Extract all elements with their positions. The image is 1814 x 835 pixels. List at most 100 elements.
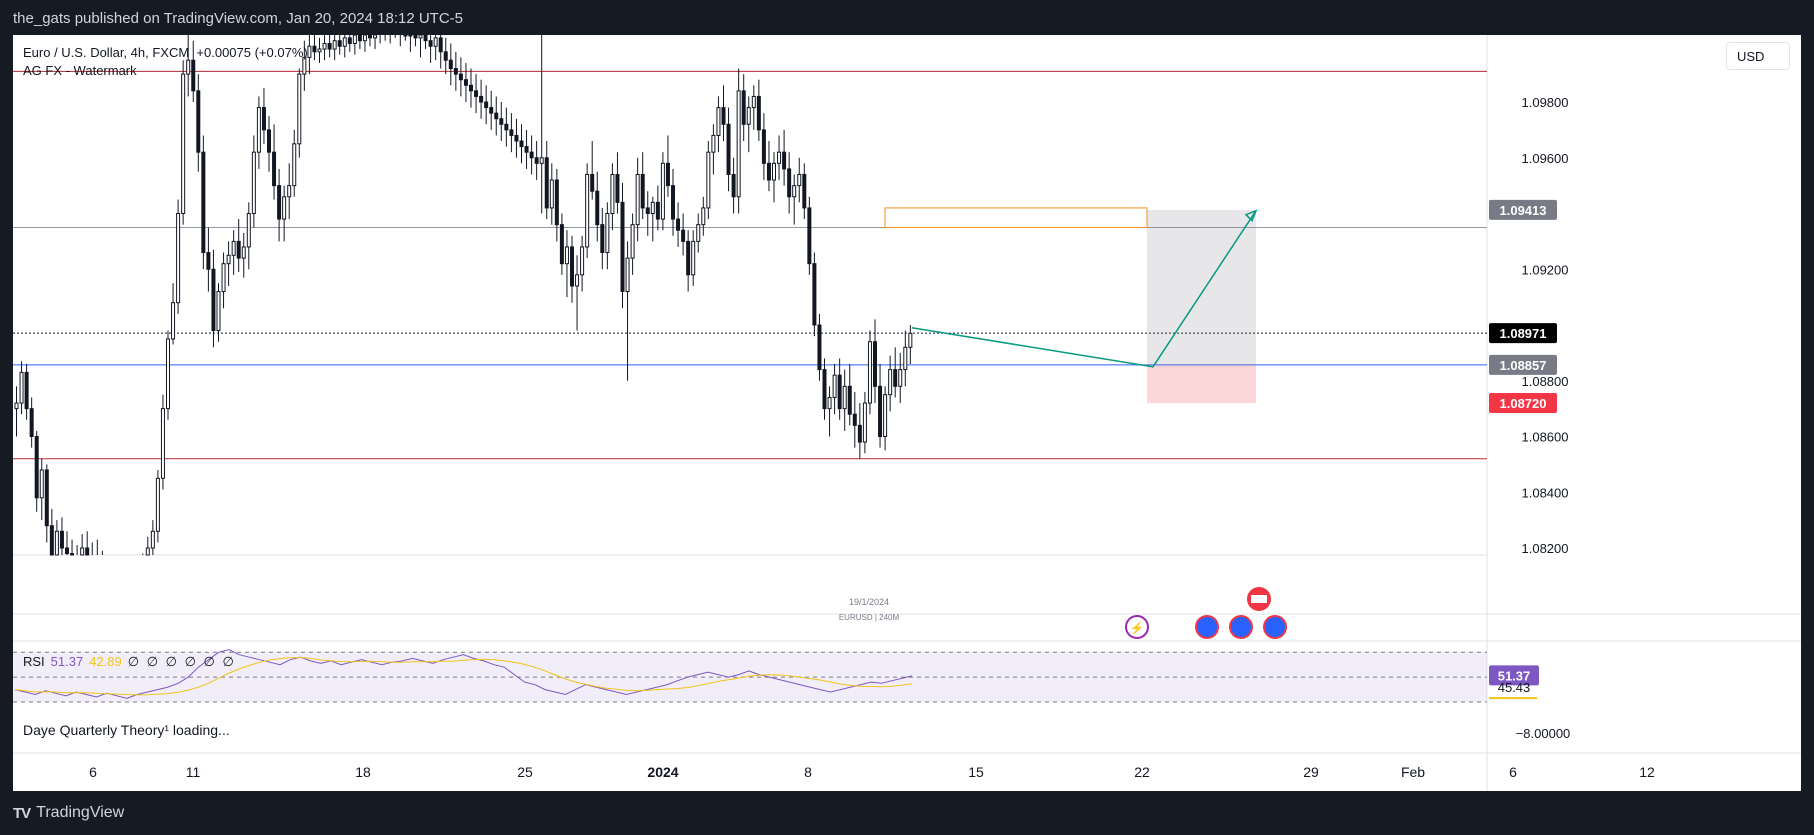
candle-body	[211, 268, 216, 332]
tradingview-logo-icon: TV	[13, 804, 31, 822]
candle-body	[14, 402, 19, 410]
publisher-header: the_gats published on TradingView.com, J…	[13, 10, 464, 27]
candle-body	[80, 547, 85, 556]
candle-body	[150, 530, 155, 549]
candle-body	[908, 332, 913, 348]
chart-frame[interactable]: 19/1/2024 EURUSD | 240M ⚡ 1.09800 1.09600 1.0…	[13, 35, 1801, 791]
candle-body	[600, 224, 605, 254]
candle-body	[731, 173, 736, 198]
candle-body	[433, 37, 438, 47]
candle-body	[549, 179, 554, 209]
tradingview-brand[interactable]: TradingView	[36, 804, 125, 821]
us-flag-stripe	[1251, 595, 1267, 603]
candle-body	[362, 35, 367, 42]
rsi-value-badge-label: 51.37	[1498, 668, 1531, 683]
tradingview-footer: TV TradingView	[13, 791, 1801, 835]
candle-body	[196, 90, 201, 153]
lightning-icon: ⚡	[1130, 621, 1145, 635]
candle-body	[458, 73, 463, 81]
candle-body	[812, 263, 817, 326]
candle-body	[898, 369, 903, 387]
rsi-label[interactable]: RSI	[23, 654, 45, 669]
candle-body	[272, 151, 277, 187]
candle-body	[463, 79, 468, 86]
candle-body	[665, 162, 670, 187]
candle-body	[852, 413, 857, 426]
rsi-legend: RSI 51.37 42.89 ∅ ∅ ∅ ∅ ∅ ∅	[23, 654, 236, 670]
candle-body	[564, 246, 569, 265]
price-tick-label: 1.08400	[1522, 485, 1569, 500]
symbol-title[interactable]: Euro / U.S. Dollar, 4h, FXCM	[23, 45, 190, 60]
watermark-symbol: EURUSD | 240M	[839, 613, 900, 622]
candle-body	[59, 530, 64, 549]
time-tick-label: 29	[1303, 764, 1319, 780]
watermark-indicator-label[interactable]: AG FX - Watermark	[23, 63, 137, 78]
watermark-date: 19/1/2024	[849, 597, 889, 607]
oscillator-axis-label: −8.00000	[1516, 726, 1571, 741]
candle-body	[857, 424, 862, 443]
candle-body	[655, 201, 660, 220]
rsi-ma-line	[14, 656, 912, 696]
candle-body	[615, 173, 620, 203]
candle-body	[514, 134, 519, 142]
candle-body	[287, 185, 292, 198]
candle-body	[772, 162, 776, 181]
candle-body	[766, 162, 771, 181]
candle-body	[469, 84, 473, 92]
price-badge-label: 1.08971	[1500, 326, 1547, 341]
candle-body	[39, 469, 44, 499]
position-target-zone	[1147, 209, 1256, 365]
currency-button[interactable]: USD	[1726, 42, 1790, 70]
candle-body	[620, 201, 625, 293]
candle-body	[837, 374, 842, 410]
candle-body	[792, 185, 797, 198]
candle-body	[873, 341, 877, 387]
candle-body	[307, 45, 312, 58]
time-tick-label: 11	[186, 764, 201, 780]
rsi-value: 51.37	[50, 654, 84, 669]
candle-body	[251, 151, 256, 215]
candle-body	[544, 157, 549, 209]
candle-body	[443, 51, 448, 61]
candle-body	[201, 151, 206, 254]
candle-body	[802, 173, 807, 209]
candle-body	[160, 408, 165, 479]
candle-body	[524, 146, 529, 153]
candle-body	[827, 396, 832, 410]
candle-body	[246, 213, 251, 248]
candle-body	[216, 291, 221, 332]
candle-body	[236, 240, 241, 259]
candle-body	[590, 173, 595, 192]
candle-body	[539, 157, 544, 164]
price-badge-label: 1.08720	[1500, 396, 1547, 411]
candle-body	[65, 547, 69, 555]
candle-body	[342, 37, 347, 47]
candle-body	[484, 101, 489, 109]
candle-body	[676, 218, 681, 231]
candle-body	[711, 134, 716, 153]
symbol-legend: Euro / U.S. Dollar, 4h, FXCM +0.00075 (+…	[23, 44, 308, 80]
candle-body	[625, 257, 630, 293]
candle-body	[867, 341, 872, 404]
price-tick-label: 1.09200	[1522, 262, 1569, 277]
price-tick-label: 1.09800	[1522, 95, 1569, 110]
candle-body	[181, 73, 186, 214]
candle-body	[474, 90, 479, 97]
candle-body	[438, 37, 443, 53]
candle-body	[610, 173, 615, 215]
price-tick-label: 1.08200	[1522, 541, 1569, 556]
candle-body	[817, 324, 822, 371]
candle-body	[782, 151, 787, 170]
candle-body	[221, 263, 226, 293]
candle-body	[706, 151, 711, 209]
candle-body	[282, 196, 287, 220]
dividend-event-icon	[1125, 615, 1149, 639]
time-tick-label: 18	[355, 764, 371, 780]
time-tick-label: 12	[1639, 764, 1655, 780]
chart-canvas[interactable]: 19/1/2024 EURUSD | 240M ⚡ 1.09800 1.09600 1.0…	[13, 35, 1801, 791]
candle-body	[277, 185, 282, 220]
candle-body	[292, 143, 297, 187]
candle-body	[691, 240, 696, 276]
candle-body	[640, 173, 645, 209]
rsi-ma-badge-label: 45.43	[1498, 680, 1531, 695]
